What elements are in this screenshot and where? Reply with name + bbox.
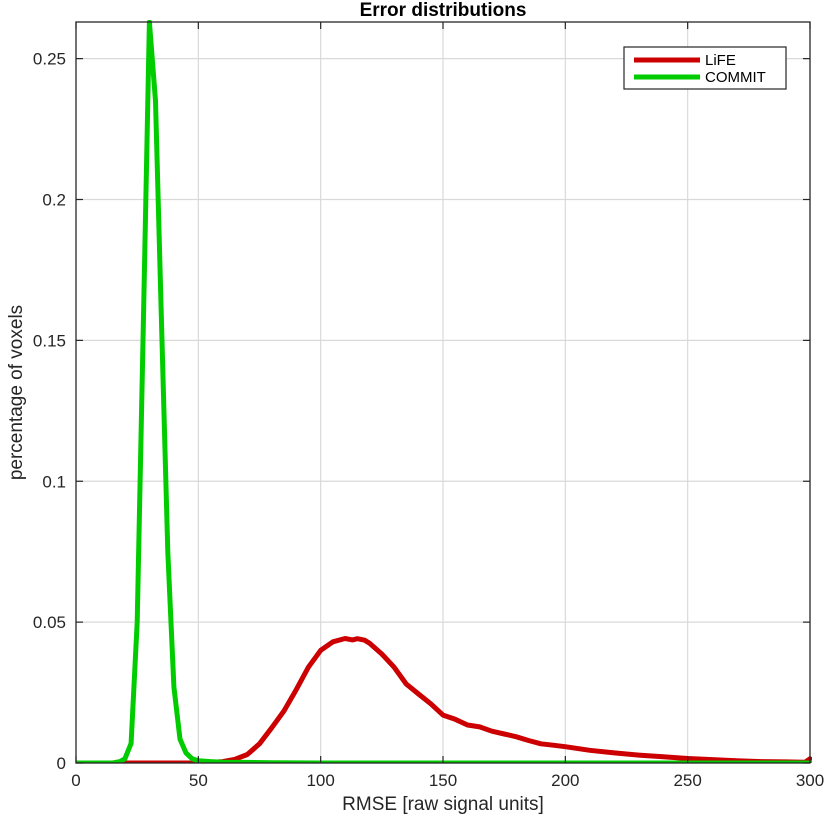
x-tick-label: 200 xyxy=(551,771,579,790)
axis-ticks: 0 50 100 150 200 250 300 0 0.05 0.1 0.15 0.2 0.25 xyxy=(33,22,824,790)
y-tick-label: 0 xyxy=(57,754,66,773)
x-tick-label: 100 xyxy=(306,771,334,790)
legend-box xyxy=(623,46,787,90)
x-tick-label: 300 xyxy=(796,771,824,790)
y-tick-label: 0.05 xyxy=(33,613,66,632)
x-tick-label: 50 xyxy=(189,771,208,790)
y-tick-label: 0.25 xyxy=(33,50,66,69)
y-tick-label: 0.2 xyxy=(42,191,66,210)
x-axis-label: RMSE [raw signal units] xyxy=(342,794,544,815)
legend-label-commit: COMMIT xyxy=(705,69,766,86)
series-line-life xyxy=(76,636,812,763)
y-tick-label: 0.15 xyxy=(33,331,66,350)
y-axis-label: percentage of voxels xyxy=(6,305,27,480)
x-tick-label: 250 xyxy=(673,771,701,790)
x-tick-label: 150 xyxy=(429,771,457,790)
series-layer xyxy=(76,20,812,763)
series-line-commit xyxy=(76,20,812,763)
y-tick-label: 0.1 xyxy=(42,472,66,491)
chart-title: Error distributions xyxy=(360,0,527,21)
legend-label-life: LiFE xyxy=(705,52,736,69)
x-tick-label: 0 xyxy=(71,771,80,790)
